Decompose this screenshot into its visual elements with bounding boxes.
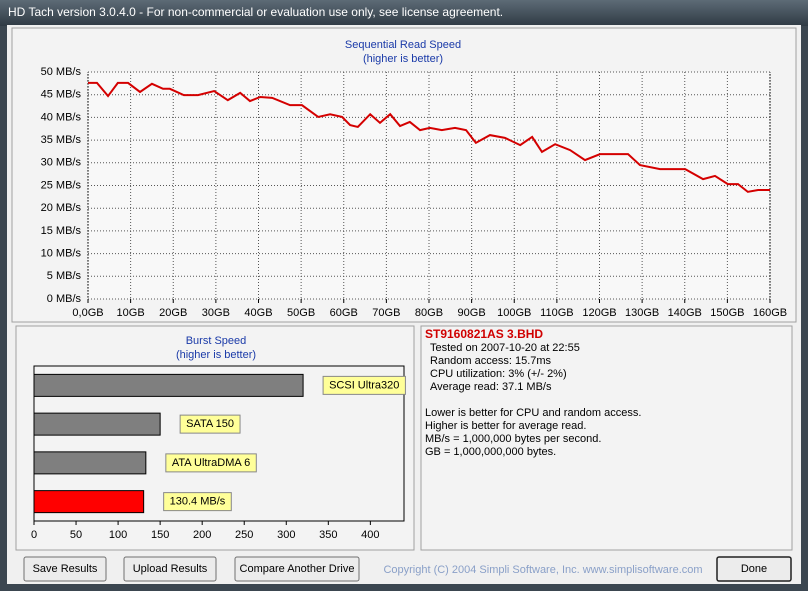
x-tick-label: 10GB bbox=[117, 307, 145, 319]
y-tick-label: 30 MB/s bbox=[41, 157, 82, 169]
x-tick-label: 140GB bbox=[668, 307, 702, 319]
y-tick-label: 5 MB/s bbox=[47, 270, 82, 282]
x-tick-label: 100 bbox=[109, 529, 127, 541]
value-label: 130.4 MB/s bbox=[170, 496, 226, 508]
chart-subtitle: (higher is better) bbox=[176, 349, 256, 361]
label-box bbox=[163, 492, 232, 512]
x-tick-label: 30GB bbox=[202, 307, 230, 319]
bar bbox=[33, 373, 304, 397]
x-tick-label: 60GB bbox=[330, 307, 358, 319]
note: GB = 1,000,000,000 bytes. bbox=[425, 446, 556, 458]
x-tick-label: 400 bbox=[361, 529, 379, 541]
x-tick-label: 50GB bbox=[287, 307, 315, 319]
y-tick-label: 20 MB/s bbox=[41, 202, 82, 214]
button[interactable]: Compare Another Drive bbox=[234, 556, 360, 582]
window-title: HD Tach version 3.0.4.0 - For non-commer… bbox=[8, 5, 503, 19]
button-label[interactable]: Save Results bbox=[33, 563, 98, 575]
chart-title: Sequential Read Speed bbox=[345, 39, 461, 51]
x-tick-label: 150 bbox=[151, 529, 169, 541]
y-tick-label: 45 MB/s bbox=[41, 89, 82, 101]
x-tick-label: 70GB bbox=[372, 307, 400, 319]
button-face[interactable] bbox=[234, 556, 360, 582]
y-tick-label: 40 MB/s bbox=[41, 111, 82, 123]
button-label[interactable]: Upload Results bbox=[133, 563, 208, 575]
category-label: ATA UltraDMA 6 bbox=[172, 457, 250, 469]
x-tick-label: 150GB bbox=[710, 307, 744, 319]
chart-title: Burst Speed bbox=[186, 335, 247, 347]
label-box bbox=[179, 414, 241, 434]
x-tick-label: 80GB bbox=[415, 307, 443, 319]
y-tick-label: 50 MB/s bbox=[41, 66, 82, 78]
info-panel bbox=[420, 325, 793, 551]
note: Higher is better for average read. bbox=[425, 420, 586, 432]
x-tick-label: 0,0GB bbox=[72, 307, 103, 319]
x-tick-label: 300 bbox=[277, 529, 295, 541]
button-label[interactable]: Done bbox=[741, 563, 767, 575]
x-tick-label: 250 bbox=[235, 529, 253, 541]
x-tick-label: 200 bbox=[193, 529, 211, 541]
category-label: SCSI Ultra320 bbox=[329, 379, 399, 391]
info-line: CPU utilization: 3% (+/- 2%) bbox=[430, 368, 567, 380]
y-tick-label: 0 MB/s bbox=[47, 293, 82, 305]
x-tick-label: 0 bbox=[31, 529, 37, 541]
x-tick-label: 50 bbox=[70, 529, 82, 541]
note: Lower is better for CPU and random acces… bbox=[425, 407, 641, 419]
x-tick-label: 40GB bbox=[244, 307, 272, 319]
bar bbox=[33, 412, 161, 436]
label-box bbox=[165, 453, 257, 473]
x-tick-label: 90GB bbox=[458, 307, 486, 319]
title-bar bbox=[0, 0, 808, 26]
copyright: Copyright (C) 2004 Simpli Software, Inc.… bbox=[383, 564, 702, 576]
bar bbox=[33, 451, 147, 475]
chart-subtitle: (higher is better) bbox=[363, 53, 443, 65]
x-tick-label: 160GB bbox=[753, 307, 787, 319]
info-line: Random access: 15.7ms bbox=[430, 355, 552, 367]
note: MB/s = 1,000,000 bytes per second. bbox=[425, 433, 601, 445]
button-label[interactable]: Compare Another Drive bbox=[240, 563, 355, 575]
button-face[interactable] bbox=[23, 556, 107, 582]
x-tick-label: 110GB bbox=[540, 307, 573, 319]
y-tick-label: 25 MB/s bbox=[41, 179, 82, 191]
y-tick-label: 10 MB/s bbox=[41, 248, 82, 260]
x-tick-label: 350 bbox=[319, 529, 337, 541]
x-tick-label: 100GB bbox=[497, 307, 531, 319]
button-face[interactable] bbox=[716, 556, 792, 582]
read-speed-line bbox=[88, 81, 770, 193]
button-face[interactable] bbox=[123, 556, 217, 582]
label-box bbox=[322, 375, 406, 395]
x-tick-label: 20GB bbox=[159, 307, 187, 319]
y-tick-label: 15 MB/s bbox=[41, 225, 82, 237]
drive-model: ST9160821AS 3.BHD bbox=[425, 327, 543, 341]
y-tick-label: 35 MB/s bbox=[41, 134, 82, 146]
info-line: Average read: 37.1 MB/s bbox=[430, 381, 552, 393]
button[interactable]: Save Results bbox=[23, 556, 107, 582]
x-tick-label: 130GB bbox=[625, 307, 659, 319]
bar bbox=[33, 490, 145, 514]
button[interactable]: Done bbox=[716, 556, 792, 582]
button[interactable]: Upload Results bbox=[123, 556, 217, 582]
info-line: Tested on 2007-10-20 at 22:55 bbox=[430, 342, 580, 354]
x-tick-label: 120GB bbox=[582, 307, 616, 319]
category-label: SATA 150 bbox=[186, 418, 234, 430]
